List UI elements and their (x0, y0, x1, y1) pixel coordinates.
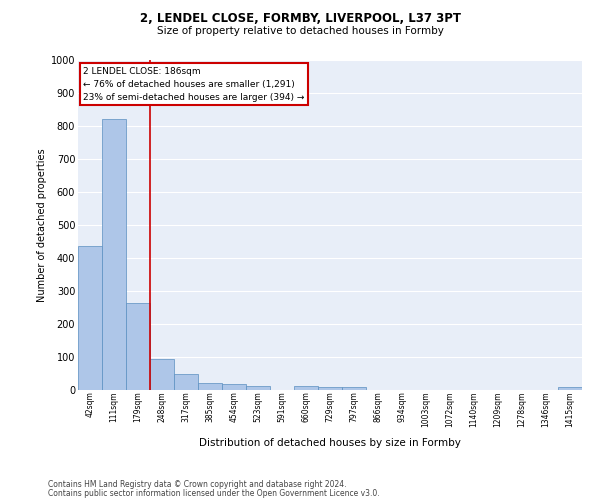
Text: Contains public sector information licensed under the Open Government Licence v3: Contains public sector information licen… (48, 489, 380, 498)
Bar (126, 302, 150, 390)
Bar (150, 360, 174, 390)
Text: 2 LENDEL CLOSE: 186sqm
← 76% of detached houses are smaller (1,291)
23% of semi-: 2 LENDEL CLOSE: 186sqm ← 76% of detached… (83, 66, 304, 102)
Text: Distribution of detached houses by size in Formby: Distribution of detached houses by size … (199, 438, 461, 448)
Y-axis label: Number of detached properties: Number of detached properties (37, 148, 47, 302)
Bar (342, 388, 366, 390)
Bar (198, 382, 222, 390)
Bar (174, 374, 198, 390)
Bar (558, 388, 582, 390)
Bar (222, 384, 246, 390)
Text: Contains HM Land Registry data © Crown copyright and database right 2024.: Contains HM Land Registry data © Crown c… (48, 480, 347, 489)
Text: Size of property relative to detached houses in Formby: Size of property relative to detached ho… (157, 26, 443, 36)
Bar (246, 386, 270, 390)
Bar (78, 246, 102, 390)
Bar (318, 388, 342, 390)
Bar (294, 386, 318, 390)
Text: 2, LENDEL CLOSE, FORMBY, LIVERPOOL, L37 3PT: 2, LENDEL CLOSE, FORMBY, LIVERPOOL, L37 … (139, 12, 461, 26)
Bar (102, 120, 126, 390)
